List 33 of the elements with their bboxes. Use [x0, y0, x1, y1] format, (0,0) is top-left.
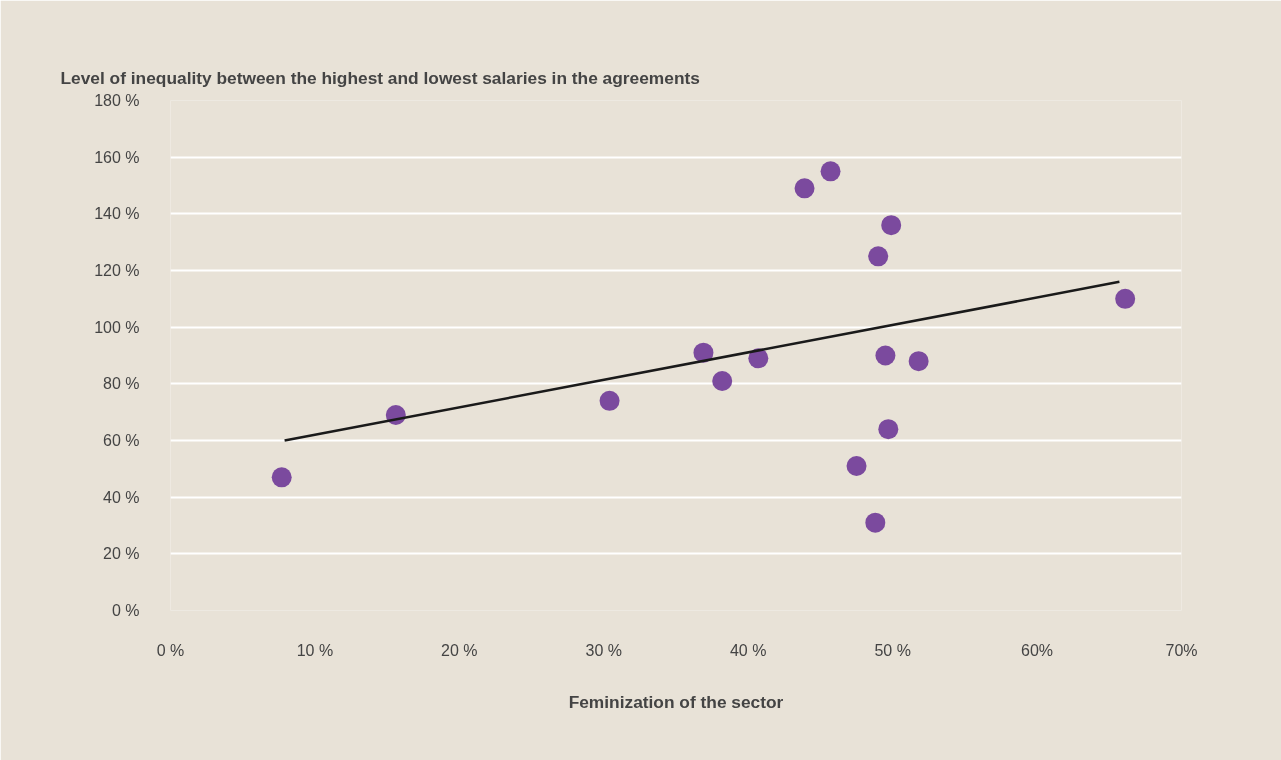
y-tick-label: 140 %	[94, 205, 140, 223]
x-axis-title: Feminization of the sector	[568, 691, 784, 712]
point	[794, 178, 815, 199]
y-tick-label: 60 %	[103, 432, 140, 449]
x-tick-label: 70%	[1165, 641, 1198, 659]
y-tick-label: 100 %	[94, 318, 140, 336]
point	[846, 456, 867, 476]
point	[875, 345, 896, 366]
x-tick-label: 40 %	[729, 641, 767, 659]
x-tick-label: 10 %	[296, 641, 334, 659]
point	[820, 161, 841, 182]
x-tick-label: 60%	[1021, 641, 1054, 659]
chart-title: Level of inequality between the highest and lowest salaries in the agreements	[60, 68, 700, 88]
x-tick-label: 20 %	[441, 641, 478, 659]
y-tick-label: 120 %	[94, 262, 140, 279]
y-tick-label: 0 %	[111, 602, 140, 619]
point	[908, 351, 929, 372]
point	[1115, 288, 1136, 309]
y-tick-label: 20 %	[103, 545, 140, 563]
point	[868, 246, 889, 267]
y-tick-label: 180 %	[94, 92, 140, 109]
point	[712, 371, 733, 391]
y-tick-label: 40 %	[103, 488, 140, 506]
y-tick-label: 80 %	[103, 375, 140, 393]
point	[878, 419, 899, 440]
point	[271, 467, 292, 488]
point	[881, 215, 902, 236]
point	[865, 512, 886, 533]
point	[599, 390, 620, 411]
x-tick-label: 30 %	[585, 641, 623, 659]
x-tick-label: 50 %	[874, 641, 911, 659]
y-tick-label: 160 %	[94, 148, 140, 166]
x-tick-label: 0 %	[156, 641, 185, 659]
